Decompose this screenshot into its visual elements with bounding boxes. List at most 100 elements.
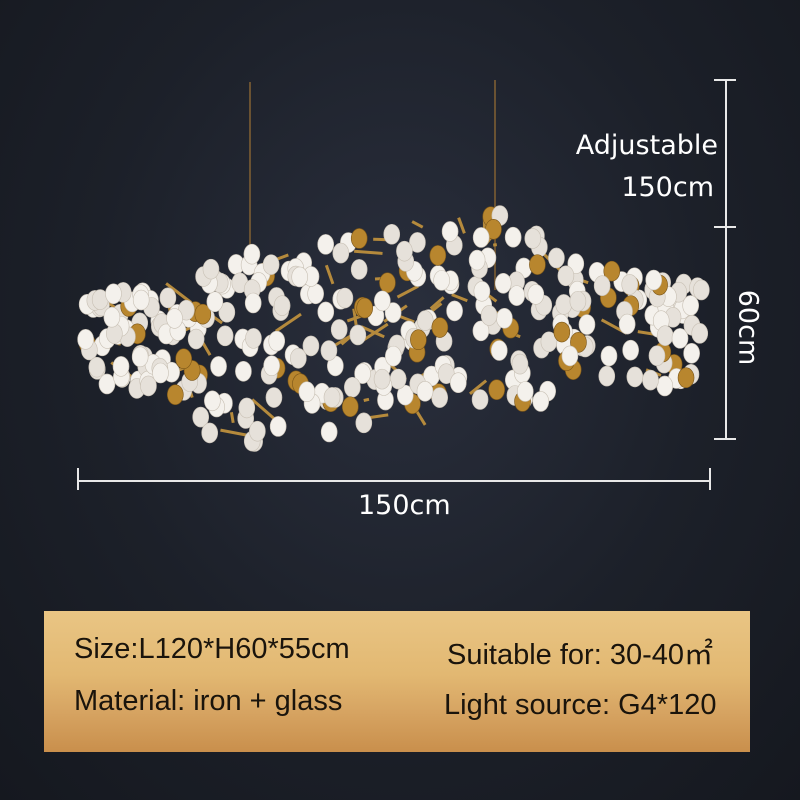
glass-bulb (140, 375, 157, 397)
glass-bulb (508, 285, 526, 306)
glass-bulb (302, 335, 320, 357)
glass-bulb (527, 284, 545, 305)
glass-bulb (416, 310, 434, 331)
gold-leaf (175, 348, 192, 370)
glass-bulb (238, 397, 256, 419)
glass-bulb (555, 294, 573, 315)
glass-bulb (112, 356, 130, 377)
glass-bulb (262, 254, 280, 275)
glass-bulb (218, 301, 236, 323)
branch (492, 243, 498, 247)
height-dimension-line (725, 226, 727, 438)
glass-bulb (385, 345, 402, 367)
glass-bulb (132, 289, 150, 311)
glass-bulb (656, 325, 674, 346)
branch (354, 249, 383, 255)
glass-bulb (263, 355, 280, 376)
glass-bulb (317, 234, 334, 255)
glass-bulb (131, 346, 149, 368)
gold-leaf (167, 384, 184, 405)
glass-bulb (210, 356, 227, 377)
glass-bulb (273, 295, 291, 316)
branch (362, 322, 389, 342)
glass-bulb (291, 266, 309, 288)
dimension-tick (709, 468, 711, 490)
branch (352, 308, 358, 326)
glass-bulb (298, 381, 316, 403)
glass-bulb (416, 380, 434, 402)
glass-bulb (431, 387, 448, 408)
glass-bulb (622, 339, 639, 361)
dimension-tick (714, 79, 736, 81)
gold-leaf (410, 329, 427, 350)
branch (360, 325, 385, 339)
glass-bulb (446, 300, 463, 322)
glass-bulb (269, 416, 287, 437)
glass-bulb (561, 345, 579, 367)
glass-bulb (192, 406, 209, 428)
spec-material: Material: iron + glass (74, 685, 343, 717)
glass-bulb (317, 301, 335, 323)
hanging-value: 150cm (621, 172, 714, 203)
glass-bulb (396, 384, 414, 406)
width-label: 150cm (358, 490, 451, 521)
glass-bulb (330, 319, 348, 340)
branch (220, 428, 251, 438)
spec-light-source: Light source: G4*120 (444, 689, 717, 721)
glass-bulb (249, 420, 266, 442)
glass-bulb (354, 363, 371, 384)
glass-bulb (516, 381, 534, 402)
branch (429, 296, 445, 310)
glass-bulb (496, 307, 513, 329)
glass-bulb (626, 366, 644, 388)
branch (411, 220, 424, 229)
branch (229, 412, 235, 424)
glass-bulb (350, 259, 368, 280)
glass-bulb (384, 302, 402, 323)
glass-bulb (383, 223, 401, 245)
glass-bulb (437, 363, 455, 384)
gold-leaf (194, 303, 212, 325)
glass-bulb (389, 368, 407, 390)
glass-bulb (578, 314, 596, 335)
glass-bulb (105, 283, 122, 305)
glass-bulb (88, 356, 106, 378)
glass-bulb (569, 290, 587, 312)
gold-leaf (553, 321, 571, 343)
dimension-tick (714, 226, 736, 228)
branch (457, 217, 466, 234)
glass-bulb (621, 274, 639, 295)
glass-bulb (206, 291, 224, 313)
glass-bulb (618, 313, 636, 335)
glass-bulb (244, 292, 262, 314)
glass-bulb (201, 422, 219, 444)
gold-leaf (429, 245, 447, 266)
glass-bulb (332, 242, 350, 264)
glass-bulb (320, 340, 338, 361)
glass-bulb (600, 345, 618, 367)
glass-bulb (691, 323, 709, 344)
dimension-tick (714, 438, 736, 440)
gold-leaf (350, 228, 368, 249)
glass-bulb (473, 280, 491, 302)
glass-bulb (490, 340, 508, 361)
glass-bulb (336, 287, 354, 309)
glass-bulb (548, 247, 565, 269)
dimension-tick (77, 468, 79, 490)
glass-bulb (471, 389, 489, 410)
glass-bulb (320, 421, 338, 443)
glass-bulb (243, 243, 261, 265)
gold-leaf (488, 379, 505, 400)
gold-leaf (603, 260, 621, 282)
glass-bulb (682, 295, 699, 316)
glass-bulb (642, 369, 659, 391)
glass-bulb (159, 287, 177, 309)
branch (451, 293, 468, 303)
hanging-label: Adjustable (575, 130, 718, 161)
glass-bulb (204, 390, 221, 412)
glass-bulb (449, 372, 467, 394)
hanging-dimension-line (725, 80, 727, 226)
gold-leaf (341, 396, 359, 418)
width-dimension-line (78, 480, 710, 482)
glass-bulb (187, 328, 205, 350)
